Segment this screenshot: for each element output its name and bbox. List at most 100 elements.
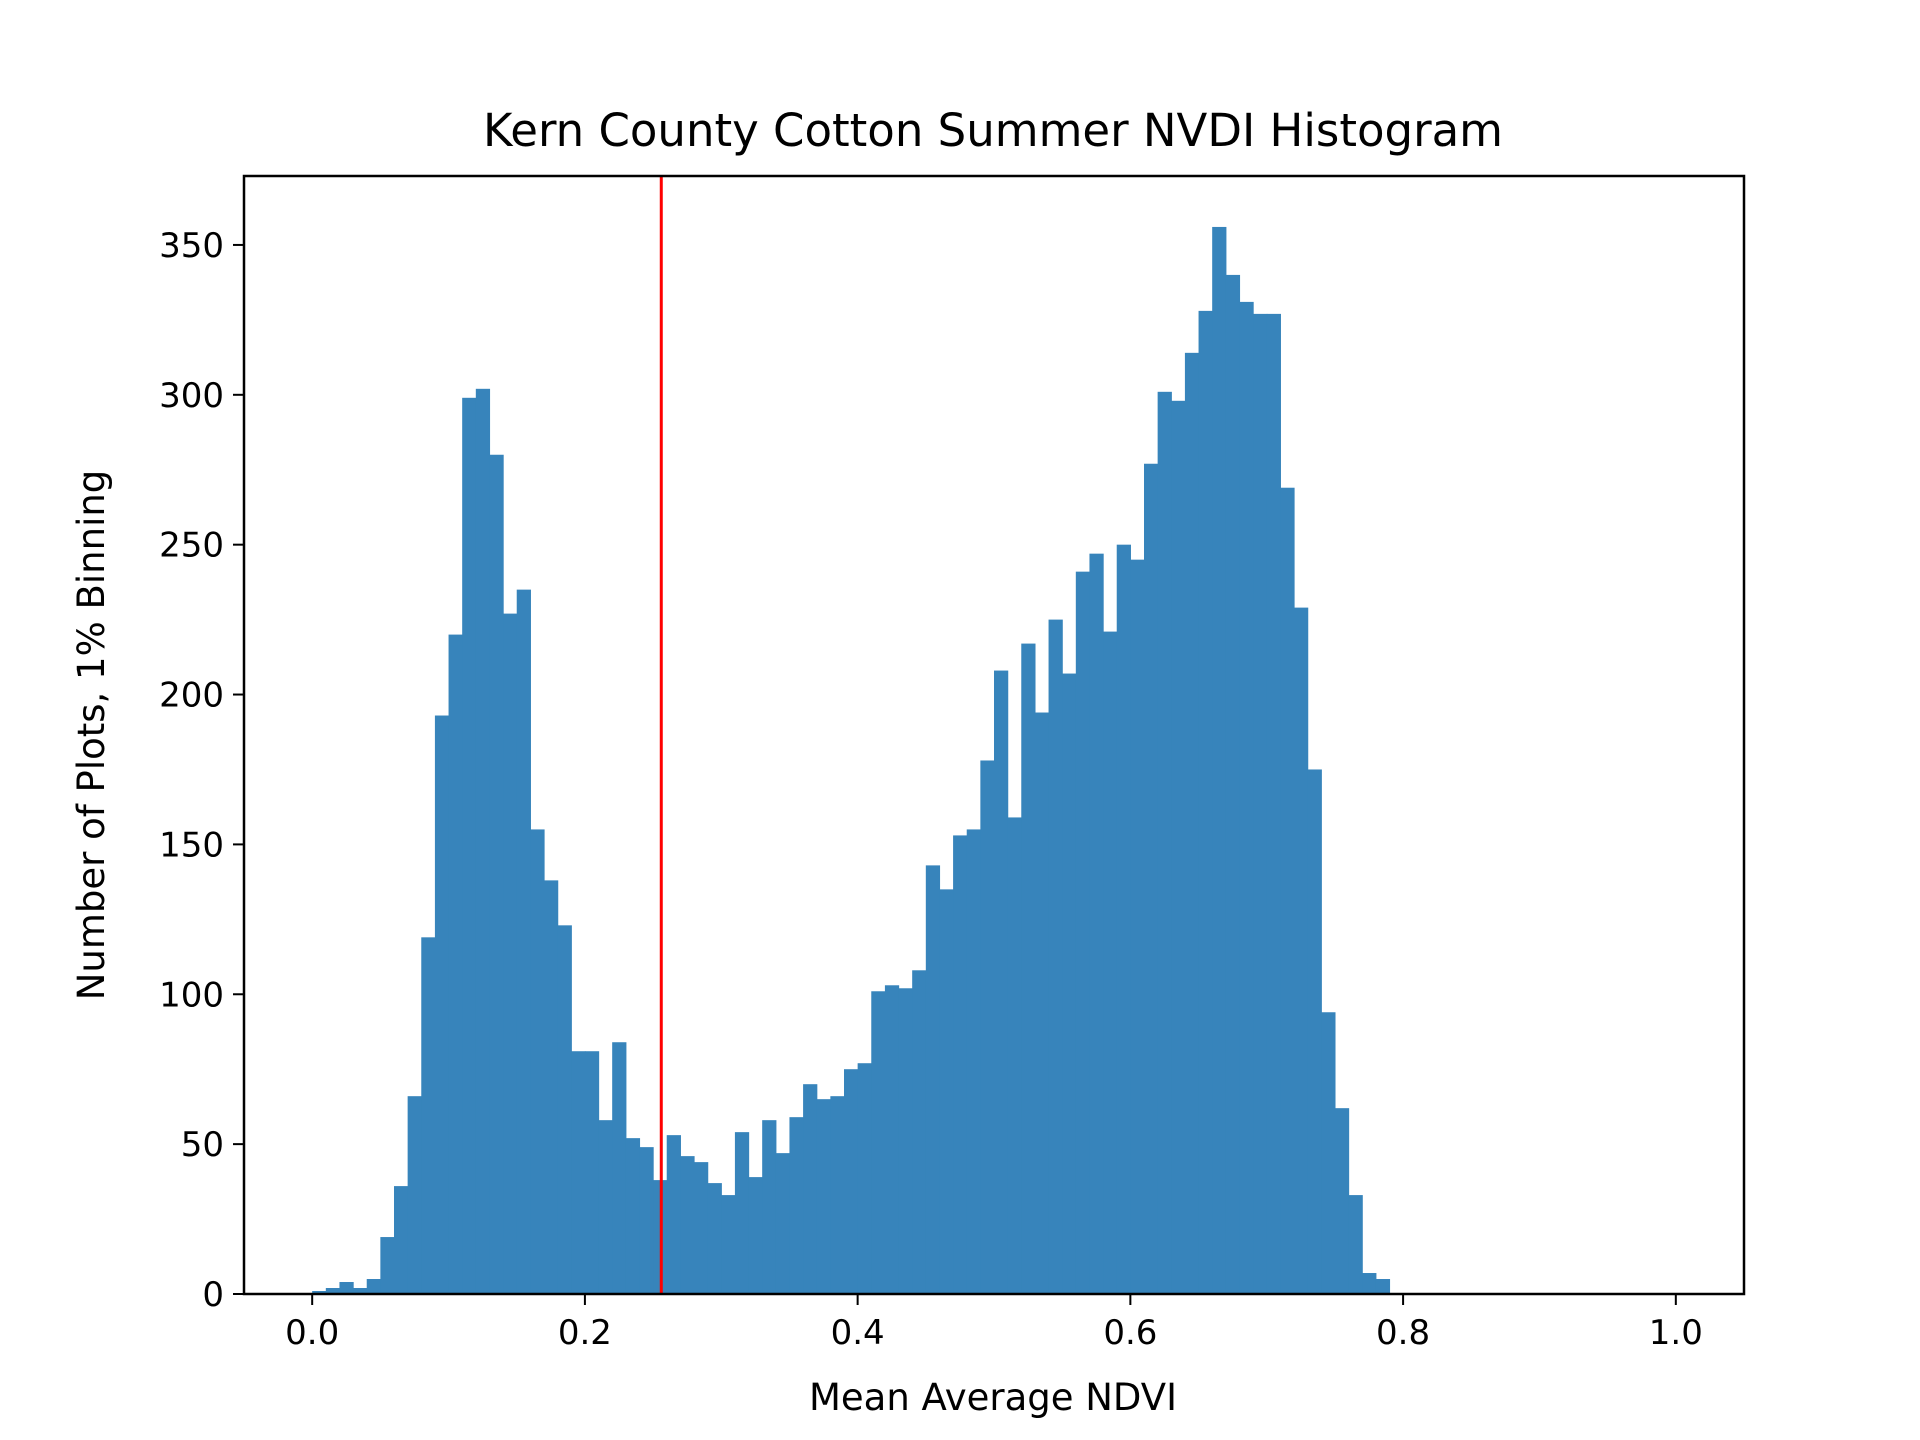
histogram-bar xyxy=(312,1291,327,1294)
histogram-bar xyxy=(1116,544,1131,1294)
histogram-bar xyxy=(816,1099,831,1294)
y-tick-label: 300 xyxy=(159,376,224,416)
histogram-bar xyxy=(394,1186,409,1294)
histogram-bar xyxy=(475,388,491,1294)
histogram-bar xyxy=(1062,673,1077,1294)
histogram-bar xyxy=(1184,352,1200,1295)
histogram-bars xyxy=(312,226,1391,1295)
histogram-bar xyxy=(1103,631,1118,1294)
y-tick-label: 0 xyxy=(202,1275,224,1315)
histogram-bar xyxy=(407,1096,422,1294)
histogram-bar xyxy=(844,1069,859,1294)
histogram-bar xyxy=(707,1183,722,1294)
x-tick-label: 0.4 xyxy=(831,1313,885,1353)
histogram-bar xyxy=(339,1282,354,1294)
x-axis-label: Mean Average NDVI xyxy=(809,1376,1177,1419)
histogram-bar xyxy=(1225,274,1241,1294)
histogram-bar xyxy=(871,991,886,1294)
chart-title: Kern County Cotton Summer NVDI Histogram xyxy=(483,104,1503,157)
histogram-bar xyxy=(1280,487,1295,1295)
histogram-bar xyxy=(666,1135,681,1294)
histogram-bar xyxy=(1144,463,1159,1294)
y-tick-label: 250 xyxy=(159,526,224,566)
histogram-bar xyxy=(980,760,995,1294)
histogram-bar xyxy=(1089,553,1104,1294)
histogram-bar xyxy=(966,829,981,1294)
histogram-bar xyxy=(925,865,941,1294)
histogram-bar xyxy=(775,1153,791,1294)
histogram-bar xyxy=(1239,301,1254,1294)
histogram-bar xyxy=(353,1288,368,1294)
histogram-bar xyxy=(803,1084,818,1294)
histogram-bar xyxy=(489,454,504,1294)
histogram-bar xyxy=(366,1279,381,1294)
histogram-bar xyxy=(434,715,450,1294)
histogram-bar xyxy=(1307,769,1322,1294)
histogram-bar xyxy=(612,1042,627,1294)
histogram-bar xyxy=(898,988,913,1294)
histogram-bar xyxy=(939,889,954,1294)
histogram-bar xyxy=(789,1117,804,1294)
histogram-bar xyxy=(1294,607,1309,1294)
histogram-bar xyxy=(380,1237,395,1294)
histogram-bar xyxy=(1021,643,1036,1294)
histogram-bar xyxy=(748,1177,763,1294)
x-tick-label: 0.2 xyxy=(558,1313,612,1353)
histogram-bar xyxy=(1034,712,1050,1294)
histogram-bar xyxy=(530,829,545,1294)
histogram-bar xyxy=(1348,1195,1363,1294)
x-tick-label: 0.6 xyxy=(1103,1313,1157,1353)
histogram-bar xyxy=(1007,817,1022,1294)
histogram-bar xyxy=(1198,310,1213,1294)
histogram-bar xyxy=(1266,313,1281,1294)
histogram-bar xyxy=(1362,1273,1377,1294)
histogram-bar xyxy=(1130,559,1145,1294)
y-tick-label: 350 xyxy=(159,226,224,266)
histogram-bar xyxy=(1075,571,1091,1294)
histogram-bar xyxy=(1253,313,1268,1294)
histogram-bar xyxy=(1048,619,1063,1294)
histogram-bar xyxy=(1157,391,1172,1294)
histogram-bar xyxy=(448,634,463,1294)
histogram-bar xyxy=(625,1138,641,1294)
histogram-bar xyxy=(694,1162,709,1294)
histogram-bar xyxy=(462,397,477,1294)
y-tick-label: 100 xyxy=(159,975,224,1015)
histogram-bar xyxy=(830,1096,845,1294)
histogram-bar xyxy=(1321,1012,1336,1294)
histogram-bar xyxy=(639,1147,654,1294)
y-tick-label: 150 xyxy=(159,825,224,865)
histogram-bar xyxy=(734,1132,750,1294)
plot-frame xyxy=(242,174,1746,1296)
x-tick-label: 0.8 xyxy=(1376,1313,1430,1353)
histogram-bar xyxy=(544,880,559,1294)
y-axis: 0 50 100 150 200 250 300 350 xyxy=(159,226,244,1315)
histogram-bar xyxy=(503,613,518,1294)
histogram-bar xyxy=(884,985,900,1294)
histogram-bar xyxy=(1212,226,1227,1295)
x-tick-label: 1.0 xyxy=(1649,1313,1703,1353)
histogram-bar xyxy=(1171,400,1186,1294)
histogram-bar xyxy=(1375,1279,1391,1294)
x-tick-label: 0.0 xyxy=(285,1313,339,1353)
histogram-bar xyxy=(516,589,531,1294)
histogram-bar xyxy=(994,670,1009,1294)
x-axis: 0.0 0.2 0.4 0.6 0.8 1.0 xyxy=(285,1294,1703,1353)
histogram-bar xyxy=(571,1051,586,1294)
histogram-bar xyxy=(762,1120,777,1294)
histogram-bar xyxy=(912,970,927,1294)
histogram-bar xyxy=(721,1195,736,1294)
histogram-bar xyxy=(421,937,436,1294)
y-tick-label: 50 xyxy=(181,1125,224,1165)
histogram-bar xyxy=(857,1063,872,1294)
histogram-bar xyxy=(557,925,572,1294)
histogram-bar xyxy=(1334,1108,1350,1294)
y-axis-label: Number of Plots, 1% Binning xyxy=(70,470,113,1001)
histogram-bar xyxy=(598,1120,613,1294)
y-tick-label: 200 xyxy=(159,676,224,716)
histogram-bar xyxy=(584,1051,600,1294)
histogram-bar xyxy=(680,1156,695,1294)
histogram-bar xyxy=(953,835,968,1294)
histogram-bar xyxy=(325,1288,341,1294)
